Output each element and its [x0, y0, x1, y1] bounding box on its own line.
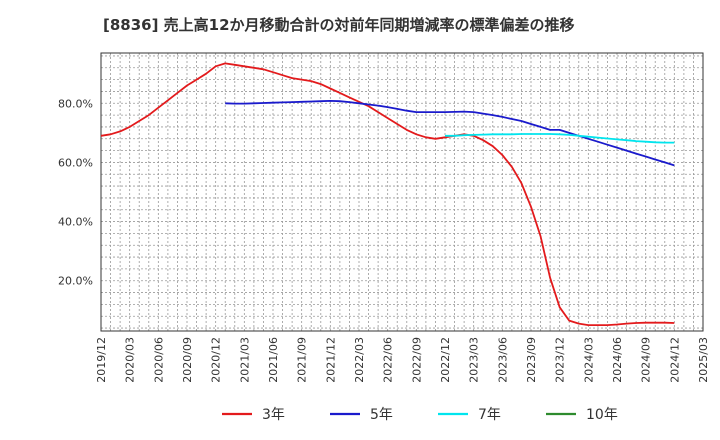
y-tick-label: 60.0%	[58, 156, 93, 169]
x-tick-label: 2020/06	[152, 337, 165, 383]
legend-label-3: 7年	[478, 407, 501, 423]
y-tick-label: 40.0%	[58, 216, 93, 229]
x-tick-label: 2022/12	[439, 337, 452, 383]
legend-label-1: 3年	[262, 407, 285, 423]
x-tick-label: 2021/03	[238, 337, 251, 383]
axis-ticks: 20.0% 40.0% 60.0% 80.0% 2019/12 2020/03 2020/0…	[58, 97, 710, 382]
x-tick-label: 2024/09	[640, 337, 653, 383]
x-tick-label: 2020/12	[210, 337, 223, 383]
series-line-3	[445, 133, 675, 144]
chart-title: [8836] 売上高12か月移動合計の対前年同期増減率の標準偏差の推移	[103, 16, 575, 34]
series-line-2	[225, 100, 675, 167]
series-lines	[100, 62, 675, 326]
x-tick-label: 2023/03	[468, 337, 481, 383]
x-tick-label: 2023/09	[525, 337, 538, 383]
legend: 3年 5年 7年 10年	[222, 407, 618, 423]
x-tick-label: 2023/06	[496, 337, 509, 383]
legend-label-4: 10年	[586, 407, 618, 423]
x-tick-label: 2021/12	[324, 337, 337, 383]
x-tick-label: 2019/12	[95, 337, 108, 383]
x-tick-label: 2020/03	[124, 337, 137, 383]
x-tick-label: 2022/06	[382, 337, 395, 383]
y-tick-label: 80.0%	[58, 97, 93, 110]
grid-lines	[101, 53, 703, 331]
x-tick-label: 2020/09	[181, 337, 194, 383]
x-tick-label: 2024/03	[582, 337, 595, 383]
legend-label-2: 5年	[370, 407, 393, 423]
x-tick-label: 2023/12	[554, 337, 567, 383]
plot-area	[100, 52, 704, 332]
x-tick-label: 2022/09	[410, 337, 423, 383]
x-tick-label: 2024/06	[611, 337, 624, 383]
x-tick-label: 2021/09	[296, 337, 309, 383]
x-tick-label: 2022/03	[353, 337, 366, 383]
x-tick-label: 2025/03	[697, 337, 710, 383]
series-line-1	[100, 62, 675, 326]
y-tick-label: 20.0%	[58, 275, 93, 288]
x-tick-label: 2024/12	[668, 337, 681, 383]
x-tick-label: 2021/06	[267, 337, 280, 383]
